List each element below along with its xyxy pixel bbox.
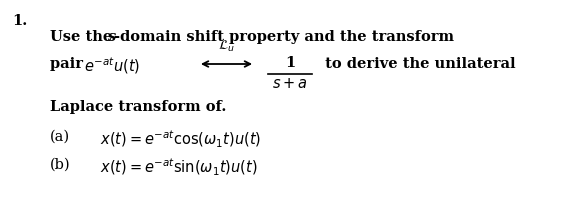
Text: Use the: Use the — [50, 30, 117, 44]
Text: s: s — [107, 30, 115, 44]
Text: 1: 1 — [285, 56, 295, 70]
Text: to derive the unilateral: to derive the unilateral — [320, 57, 515, 71]
Text: $e^{-at}u(t)$: $e^{-at}u(t)$ — [84, 55, 140, 76]
Text: (a): (a) — [50, 130, 70, 144]
Text: (b): (b) — [50, 158, 71, 172]
Text: -domain shift property and the transform: -domain shift property and the transform — [114, 30, 454, 44]
Text: pair: pair — [50, 57, 88, 71]
Text: $s + a$: $s + a$ — [272, 76, 308, 91]
Text: $x(t) = e^{-at}\cos(\omega_1 t)u(t)$: $x(t) = e^{-at}\cos(\omega_1 t)u(t)$ — [100, 129, 261, 150]
Text: 1.: 1. — [12, 14, 27, 28]
Text: Laplace transform of.: Laplace transform of. — [50, 100, 226, 114]
Text: $x(t) = e^{-at}\sin(\omega_1 t)u(t)$: $x(t) = e^{-at}\sin(\omega_1 t)u(t)$ — [100, 157, 257, 178]
Text: $\mathcal{L}_u$: $\mathcal{L}_u$ — [218, 39, 235, 54]
